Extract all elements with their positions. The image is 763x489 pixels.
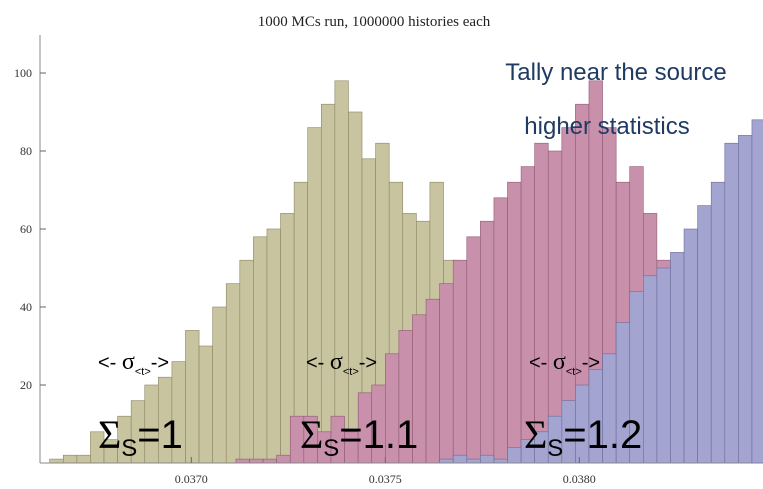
chart-title: 1000 MCs run, 1000000 histories each	[258, 14, 491, 30]
x-tick-label: 0.0370	[175, 472, 208, 486]
histogram-bar	[507, 181, 522, 464]
histogram-bar	[738, 135, 753, 464]
y-tick-label: 60	[20, 222, 32, 236]
histogram-bar	[185, 330, 200, 464]
histogram-bar	[643, 275, 658, 464]
x-axis-ticks: 0.0370 0.0375 0.0380	[175, 457, 596, 486]
x-tick-label: 0.0380	[563, 472, 596, 486]
sigma-label-1: ΣS=1	[98, 412, 183, 462]
spread-label-2: <- σ<t>->	[306, 349, 377, 378]
histogram-bar	[425, 298, 440, 464]
histogram-bar	[439, 283, 454, 464]
histogram-bar	[262, 458, 277, 464]
histogram-bar	[334, 80, 349, 464]
spread-label-3: <- σ<t>->	[529, 349, 600, 378]
spread-label-1: <- σ<t>->	[98, 349, 169, 378]
histogram-bar	[198, 345, 213, 464]
histogram-bar	[212, 306, 227, 464]
y-tick-label: 40	[20, 300, 32, 314]
histogram-bar	[480, 454, 495, 464]
histogram-bar	[239, 259, 254, 464]
histogram-bar	[225, 283, 241, 464]
histogram-bar	[724, 142, 739, 464]
sigma-label-3: ΣS=1.2	[524, 412, 642, 462]
histogram-bar	[466, 458, 481, 464]
x-tick-label: 0.0375	[369, 472, 402, 486]
sigma-label-2: ΣS=1.1	[300, 412, 418, 462]
y-tick-label: 20	[20, 378, 32, 392]
histogram-bar	[452, 454, 468, 464]
histogram-bar	[697, 205, 712, 464]
histogram-bar	[266, 228, 281, 464]
histogram-bar	[683, 228, 698, 464]
histogram-bar	[320, 103, 336, 464]
histogram-bar	[253, 236, 268, 464]
histogram-bar	[670, 252, 685, 464]
histogram-bar	[62, 454, 78, 464]
histogram-bar	[76, 454, 91, 464]
histogram-bar	[480, 220, 495, 464]
histogram-bar	[507, 447, 522, 464]
note-line-2: higher statistics	[524, 113, 689, 140]
histogram-bar	[751, 119, 763, 464]
histogram-bar	[439, 458, 454, 464]
histogram-bar	[49, 458, 64, 464]
y-axis-ticks: 20 40 60 80 100	[14, 66, 46, 392]
note-line-1: Tally near the source	[505, 59, 726, 86]
histogram-bar	[710, 181, 726, 464]
histogram-bar	[249, 458, 264, 464]
histogram-bar	[493, 458, 508, 464]
histogram-bar	[235, 458, 250, 464]
y-tick-label: 100	[14, 66, 32, 80]
histogram-bar	[493, 197, 508, 464]
histogram-bar	[452, 259, 468, 464]
y-tick-label: 80	[20, 144, 32, 158]
histogram-bar	[656, 267, 671, 464]
histogram-bar	[276, 454, 291, 464]
histogram-bar	[466, 236, 481, 464]
